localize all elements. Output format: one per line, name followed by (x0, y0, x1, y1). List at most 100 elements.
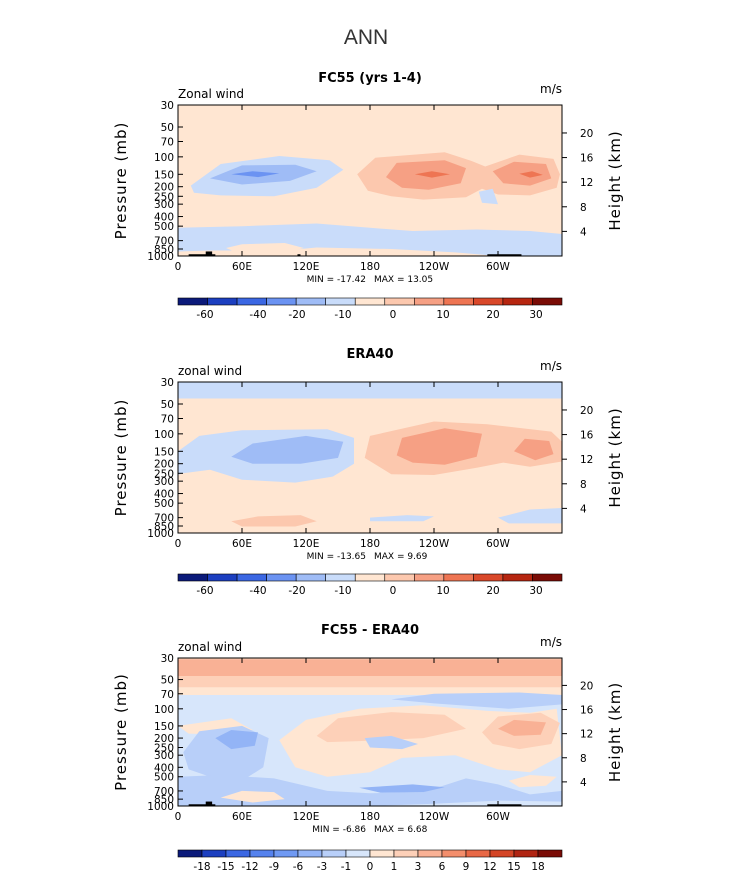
colorbar-swatch (249, 849, 275, 858)
y-tick-label: 50 (161, 675, 174, 687)
contour-region (231, 435, 344, 464)
colorbar-label: 0 (367, 861, 374, 872)
colorbar-swatch (532, 297, 563, 306)
height-tick-label: 12 (580, 177, 593, 189)
x-tick-label: 120E (293, 261, 320, 273)
colorbar-swatch (414, 573, 445, 582)
height-tick-label: 12 (580, 729, 593, 741)
colorbar-label: 6 (439, 861, 446, 872)
colorbar-swatch (177, 849, 203, 858)
colorbar-swatch (273, 849, 299, 858)
colorbar-swatch (414, 297, 445, 306)
contour-region (391, 692, 562, 709)
y-tick-label: 250 (154, 742, 174, 754)
x-tick-label: 180 (360, 261, 380, 273)
height-tick-label: 4 (580, 503, 587, 515)
contour-region (231, 171, 280, 178)
y-tick-label: 500 (154, 498, 174, 510)
colorbar-swatch (441, 849, 467, 858)
contour-region (370, 515, 434, 522)
colorbar-label: -60 (196, 585, 213, 597)
height-tick-label: 8 (580, 202, 587, 214)
x-tick-label: 60E (232, 538, 252, 550)
colorbar-swatch (321, 849, 347, 858)
corner-left-label: zonal wind (178, 640, 242, 654)
x-tick-label: 0 (175, 261, 182, 273)
y-axis-label-right: Height (km) (606, 407, 624, 507)
y-tick-label: 500 (154, 221, 174, 233)
contour-fields (178, 105, 562, 256)
x-tick-label: 60W (486, 538, 510, 550)
panel-title: ERA40 (346, 347, 393, 362)
colorbar-swatch (473, 297, 504, 306)
colorbar-label: 9 (463, 861, 470, 872)
y-tick-label: 700 (154, 236, 174, 248)
colorbar-swatch (443, 297, 474, 306)
colorbar-label: 3 (415, 861, 422, 872)
colorbar-swatch (201, 849, 227, 858)
colorbar-swatch (225, 849, 251, 858)
colorbar-label: -1 (341, 861, 351, 872)
topography-block (487, 804, 522, 806)
height-tick-label: 4 (580, 226, 587, 238)
x-tick-label: 120E (293, 811, 320, 823)
contour-region (478, 188, 498, 205)
y-tick-label: 700 (154, 513, 174, 525)
colorbar-swatch (443, 573, 474, 582)
topography-block (205, 801, 213, 806)
y-tick-label: 100 (154, 152, 174, 164)
height-tick-label: 8 (580, 753, 587, 765)
x-tick-label: 60W (486, 261, 510, 273)
y-axis-label-right: Height (km) (606, 130, 624, 230)
units-label: m/s (540, 82, 562, 96)
y-tick-label: 300 (154, 199, 174, 211)
y-tick-label: 200 (154, 182, 174, 194)
contour-region (498, 508, 562, 524)
colorbar-swatch (537, 849, 563, 858)
max-label: MAX = 6.68 (374, 825, 428, 835)
y-tick-label: 850 (154, 794, 174, 806)
contour-region (514, 438, 554, 461)
colorbar-label: 10 (436, 309, 449, 321)
y-tick-label: 250 (154, 468, 174, 480)
x-tick-label: 120W (419, 261, 450, 273)
height-tick-label: 20 (580, 128, 593, 140)
colorbar-swatch (513, 849, 539, 858)
colorbar-swatch (207, 297, 238, 306)
x-tick-label: 60E (232, 811, 252, 823)
colorbar-label: 18 (531, 861, 544, 872)
colorbar-swatch (345, 849, 371, 858)
y-tick-label: 100 (154, 704, 174, 716)
y-tick-label: 400 (154, 762, 174, 774)
y-tick-label: 30 (161, 100, 174, 112)
colorbar: -60 -40 -20 -10 0 10 20 30 (177, 297, 563, 321)
colorbar-label: -3 (317, 861, 327, 872)
contour-region (215, 730, 258, 750)
y-tick-label: 150 (154, 721, 174, 733)
contour-region (178, 659, 562, 676)
x-tick-label: 120W (419, 811, 450, 823)
colorbar-label: -6 (293, 861, 304, 872)
height-tick-label: 4 (580, 777, 587, 789)
height-tick-label: 16 (580, 153, 594, 165)
y-tick-label: 50 (161, 122, 174, 134)
colorbar-label: -40 (249, 585, 266, 597)
colorbar-swatch (297, 849, 323, 858)
y-tick-label: 1000 (147, 801, 174, 813)
colorbar-label: 0 (390, 585, 397, 597)
y-tick-label: 300 (154, 476, 174, 488)
x-tick-label: 120E (293, 538, 320, 550)
colorbar-swatch (325, 297, 356, 306)
y-tick-label: 200 (154, 459, 174, 471)
contour-region (178, 382, 562, 399)
corner-left-label: zonal wind (178, 364, 242, 378)
y-tick-label: 400 (154, 489, 174, 501)
y-tick-label: 100 (154, 429, 174, 441)
colorbar-label: -60 (196, 309, 213, 321)
y-tick-label: 50 (161, 399, 174, 411)
y-tick-label: 700 (154, 786, 174, 798)
contour-region (414, 171, 450, 178)
colorbar-swatch (384, 297, 415, 306)
colorbar-swatch (465, 849, 491, 858)
